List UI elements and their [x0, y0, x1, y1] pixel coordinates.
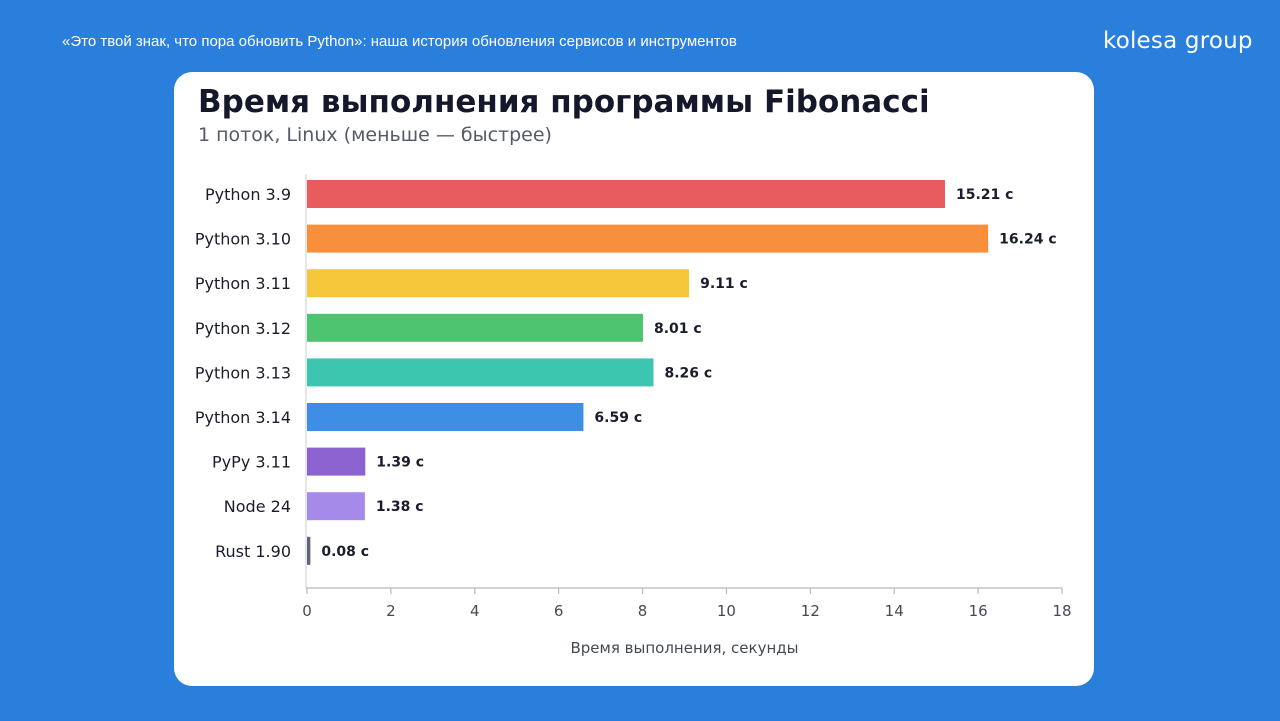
category-label: PyPy 3.11	[212, 453, 291, 472]
category-label: Node 24	[224, 497, 291, 516]
category-label: Python 3.10	[195, 230, 291, 249]
x-axis-title: Время выполнения, секунды	[571, 639, 799, 657]
bar-python-3-10	[307, 224, 989, 253]
x-tick-label: 10	[717, 602, 736, 620]
bar-python-3-9	[307, 180, 945, 208]
bar-node-24	[307, 492, 365, 521]
bar-pypy-3-11	[307, 447, 366, 476]
x-tick-label: 16	[969, 602, 988, 620]
bar-python-3-14	[307, 403, 584, 431]
top-caption: «Это твой знак, что пора обновить Python…	[62, 33, 737, 50]
bar-python-3-12	[307, 313, 643, 342]
category-label: Python 3.13	[195, 363, 291, 382]
category-label: Python 3.11	[195, 274, 291, 293]
chart-title: Время выполнения программы Fibonacci	[198, 84, 930, 120]
value-label: 8.26 с	[664, 365, 712, 381]
x-tick-label: 14	[885, 602, 904, 620]
chart-subtitle: 1 поток, Linux (меньше — быстрее)	[198, 124, 552, 146]
x-tick-label: 12	[801, 602, 820, 620]
value-label: 1.39 с	[376, 455, 424, 471]
x-tick-label: 4	[470, 602, 480, 620]
x-tick-label: 6	[554, 602, 564, 620]
value-label: 0.08 с	[321, 544, 369, 560]
x-tick-label: 0	[302, 602, 312, 620]
chart-card: Время выполнения программы Fibonacci 1 п…	[174, 72, 1094, 686]
category-label: Python 3.14	[195, 408, 291, 427]
bar-python-3-11	[307, 269, 690, 298]
category-label: Python 3.9	[205, 185, 291, 204]
x-tick-label: 8	[638, 602, 648, 620]
category-label: Python 3.12	[195, 319, 291, 338]
bar-python-3-13	[307, 358, 654, 387]
value-label: 9.11 с	[700, 276, 748, 292]
x-tick-label: 18	[1052, 602, 1071, 620]
category-label: Rust 1.90	[215, 542, 291, 561]
value-label: 16.24 с	[999, 232, 1056, 248]
brand-logo: kolesa group	[1103, 28, 1253, 54]
value-label: 1.38 с	[376, 499, 424, 515]
x-tick-label: 2	[386, 602, 396, 620]
value-label: 8.01 с	[654, 321, 702, 337]
bar-chart: 0 2 4 6 8 10 12 14 16 18 Python 3.9 15.21 с Python 3…	[195, 174, 1072, 657]
value-label: 6.59 с	[594, 410, 642, 426]
bar-rust-1-90	[307, 536, 311, 565]
value-label: 15.21 с	[956, 187, 1013, 203]
